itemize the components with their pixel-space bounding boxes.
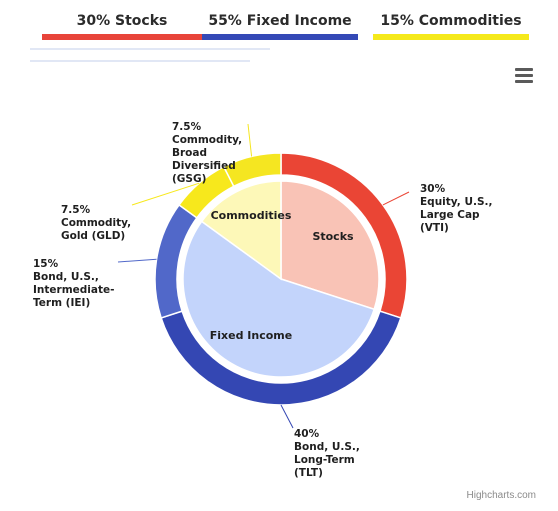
- legend-item-fixed-income[interactable]: 55% Fixed Income: [202, 10, 358, 40]
- legend-swatch-commodities: [373, 34, 529, 40]
- connector-lines: [117, 123, 410, 429]
- chart-legend: 30% Stocks 55% Fixed Income 15% Commodit…: [0, 0, 558, 44]
- inner-slice[interactable]: [280, 180, 380, 311]
- highcharts-credit[interactable]: Highcharts.com: [466, 490, 536, 501]
- legend-swatch-stocks: [42, 34, 202, 40]
- inner-slice-label: Commodities: [211, 209, 292, 222]
- outer-slice-label: Bond, U.S.,: [294, 441, 360, 453]
- outer-slice-label: 7.5%: [61, 204, 91, 216]
- faded-artifact-line: [30, 48, 270, 50]
- outer-slice-label: Broad: [172, 147, 207, 159]
- faded-artifact-line: [30, 60, 250, 62]
- outer-slice-label: (GSG): [172, 173, 206, 185]
- legend-item-stocks[interactable]: 30% Stocks: [42, 10, 202, 40]
- legend-swatch-fixed-income: [202, 34, 358, 40]
- inner-pie: [182, 180, 380, 378]
- outer-slice-label: 15%: [33, 258, 59, 270]
- inner-labels: Stocks Fixed Income Commodities: [210, 209, 354, 342]
- inner-slice-label: Fixed Income: [210, 329, 292, 342]
- hamburger-menu-icon[interactable]: [515, 68, 533, 84]
- inner-slice-label: Stocks: [312, 230, 354, 243]
- outer-slice-label: Gold (GLD): [61, 230, 125, 242]
- outer-slice-label: Long-Term: [294, 454, 355, 466]
- outer-slice-label: (TLT): [294, 467, 323, 479]
- legend-label-fixed-income: 55% Fixed Income: [208, 13, 352, 29]
- outer-slice-label: (VTI): [420, 222, 449, 234]
- outer-slice-label: Commodity,: [61, 217, 131, 229]
- connector-line: [117, 258, 157, 263]
- legend-label-stocks: 30% Stocks: [76, 13, 168, 29]
- legend-item-commodities[interactable]: 15% Commodities: [373, 10, 529, 40]
- outer-slice-label: Term (IEI): [33, 297, 90, 309]
- outer-slice-label: Intermediate-: [33, 284, 114, 296]
- outer-labels: 30%Equity, U.S.,Large Cap(VTI)40%Bond, U…: [33, 121, 493, 479]
- outer-slice[interactable]: [222, 152, 282, 188]
- connector-line: [247, 123, 253, 157]
- legend-label-commodities: 15% Commodities: [380, 13, 522, 29]
- connector-line: [382, 191, 410, 206]
- inner-slice[interactable]: [200, 180, 282, 281]
- inner-slice[interactable]: [182, 220, 376, 378]
- outer-slice-label: Large Cap: [420, 209, 480, 221]
- outer-slice-label: 7.5%: [172, 121, 202, 133]
- outer-slice-label: Diversified: [172, 160, 236, 172]
- outer-ring: [154, 152, 408, 406]
- connector-line: [131, 182, 200, 206]
- outer-slice-label: Commodity,: [172, 134, 242, 146]
- connector-line: [280, 404, 294, 429]
- outer-slice-label: 30%: [420, 183, 446, 195]
- outer-slice-label: Bond, U.S.,: [33, 271, 99, 283]
- outer-slice-label: 40%: [294, 428, 320, 440]
- outer-slice-label: Equity, U.S.,: [420, 196, 493, 208]
